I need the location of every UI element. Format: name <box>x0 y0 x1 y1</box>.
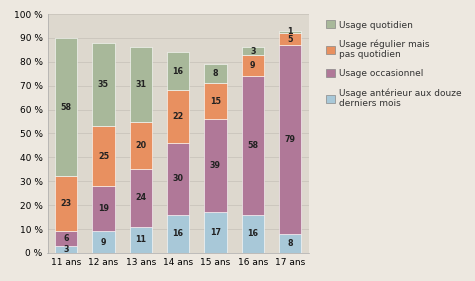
Bar <box>204 119 227 212</box>
Text: 1: 1 <box>287 28 293 37</box>
Text: 58: 58 <box>247 141 258 150</box>
Text: 31: 31 <box>135 80 146 89</box>
Text: 35: 35 <box>98 80 109 89</box>
Text: 79: 79 <box>285 135 295 144</box>
Text: 8: 8 <box>213 69 218 78</box>
Bar <box>279 234 301 253</box>
Text: 11: 11 <box>135 235 146 244</box>
Bar <box>279 31 301 33</box>
Bar <box>130 226 152 253</box>
Bar <box>167 215 190 253</box>
Text: 23: 23 <box>61 200 72 209</box>
Bar <box>130 121 152 169</box>
Text: 30: 30 <box>172 174 184 183</box>
Bar <box>242 55 264 76</box>
Text: 20: 20 <box>135 141 146 150</box>
Legend: Usage quotidien, Usage régulier mais
pas quotidien, Usage occasionnel, Usage ant: Usage quotidien, Usage régulier mais pas… <box>324 19 464 110</box>
Bar <box>92 186 114 232</box>
Text: 16: 16 <box>172 67 184 76</box>
Bar <box>279 45 301 234</box>
Text: 9: 9 <box>250 61 256 70</box>
Bar <box>55 246 77 253</box>
Bar <box>55 232 77 246</box>
Bar <box>279 33 301 45</box>
Bar <box>167 52 190 90</box>
Bar <box>92 43 114 126</box>
Text: 39: 39 <box>210 161 221 170</box>
Bar <box>167 90 190 143</box>
Bar <box>204 64 227 83</box>
Bar <box>92 232 114 253</box>
Bar <box>167 143 190 215</box>
Bar <box>242 215 264 253</box>
Text: 6: 6 <box>63 234 69 243</box>
Text: 22: 22 <box>172 112 184 121</box>
Text: 9: 9 <box>101 238 106 247</box>
Bar <box>55 176 77 232</box>
Text: 19: 19 <box>98 204 109 213</box>
Bar <box>242 76 264 215</box>
Text: 16: 16 <box>172 229 184 238</box>
Bar <box>204 83 227 119</box>
Text: 16: 16 <box>247 229 258 238</box>
Text: 17: 17 <box>210 228 221 237</box>
Bar <box>204 212 227 253</box>
Text: 58: 58 <box>61 103 72 112</box>
Text: 24: 24 <box>135 193 146 203</box>
Text: 25: 25 <box>98 152 109 161</box>
Text: 15: 15 <box>210 97 221 106</box>
Bar <box>130 47 152 121</box>
Text: 8: 8 <box>287 239 293 248</box>
Bar <box>130 169 152 226</box>
Text: 5: 5 <box>287 35 293 44</box>
Text: 3: 3 <box>63 245 69 254</box>
Bar <box>242 47 264 55</box>
Bar <box>92 126 114 186</box>
Bar <box>55 38 77 176</box>
Text: 3: 3 <box>250 47 256 56</box>
